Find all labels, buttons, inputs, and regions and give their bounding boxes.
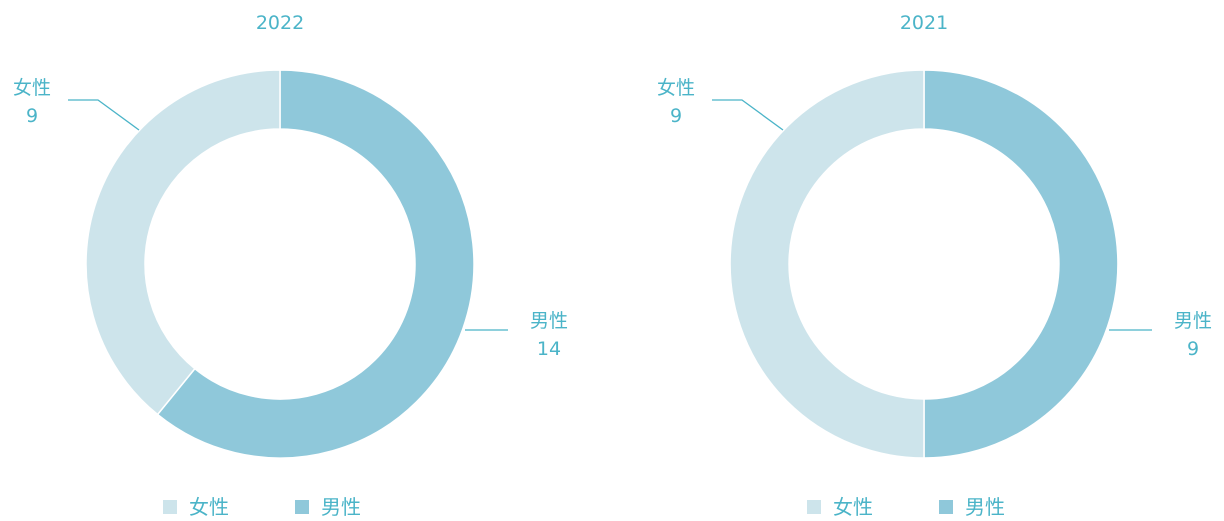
donut-slices xyxy=(729,69,1119,459)
legend: 女性 男性 xyxy=(807,495,1005,519)
slice-label-female: 女性 xyxy=(13,77,51,99)
slice-value-female: 9 xyxy=(670,105,682,127)
slice-value-male: 14 xyxy=(537,338,561,360)
legend: 女性 男性 xyxy=(163,495,361,519)
donut-slice-male xyxy=(156,69,475,459)
leader-line-female xyxy=(68,99,140,131)
chart-title: 2022 xyxy=(256,12,304,34)
legend-swatch-female xyxy=(163,500,177,514)
legend-swatch-male xyxy=(939,500,953,514)
chart-title: 2021 xyxy=(900,12,948,34)
legend-label-male: 男性 xyxy=(321,495,361,519)
slice-label-male: 男性 xyxy=(1174,310,1212,332)
chart-2021: 2021 女性 9 男性 9 女性 男性 xyxy=(657,12,1212,519)
donut-slice-female xyxy=(85,69,281,416)
legend-label-male: 男性 xyxy=(965,495,1005,519)
donut-slices xyxy=(85,69,475,459)
slice-value-male: 9 xyxy=(1187,338,1199,360)
slice-label-female: 女性 xyxy=(657,77,695,99)
slice-value-female: 9 xyxy=(26,105,38,127)
legend-swatch-female xyxy=(807,500,821,514)
slice-label-male: 男性 xyxy=(530,310,568,332)
leader-line-female xyxy=(712,99,784,131)
donut-slice-female xyxy=(729,69,925,459)
legend-label-female: 女性 xyxy=(189,495,229,519)
legend-swatch-male xyxy=(295,500,309,514)
legend-label-female: 女性 xyxy=(833,495,873,519)
chart-2022: 2022 女性 9 男性 14 女性 男性 xyxy=(13,12,568,519)
donut-slice-male xyxy=(923,69,1119,459)
